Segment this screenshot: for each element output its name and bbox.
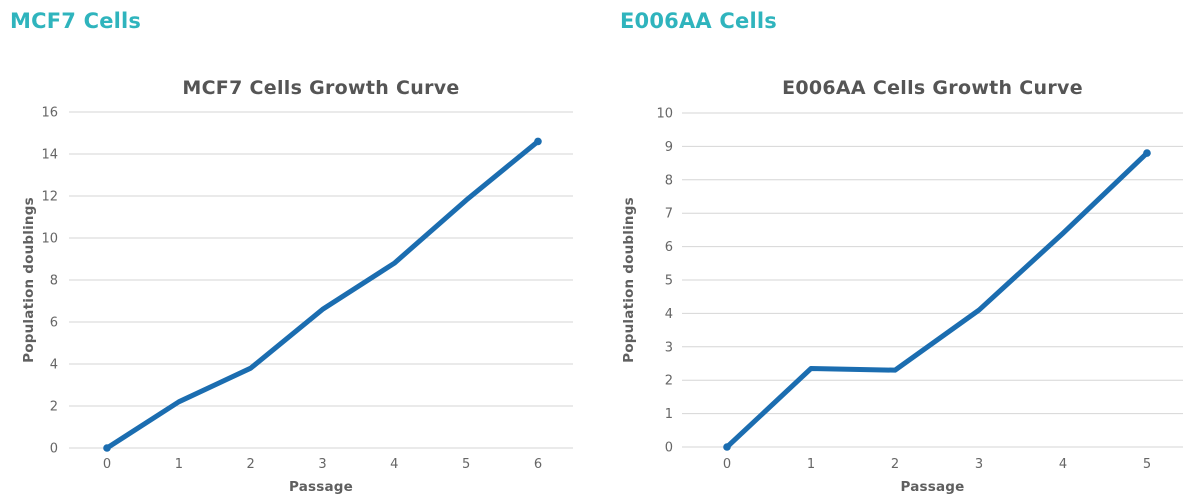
y-tick-label: 2 — [665, 374, 673, 389]
y-tick-label: 1 — [665, 407, 673, 422]
y-tick-label: 9 — [665, 140, 673, 155]
endpoint-marker — [534, 137, 542, 146]
section-header-mcf7: MCF7 Cells — [10, 9, 142, 33]
x-tick-label: 0 — [103, 457, 111, 472]
chart-title: MCF7 Cells Growth Curve — [182, 77, 459, 99]
y-tick-label: 4 — [50, 358, 58, 373]
x-tick-label: 0 — [723, 457, 731, 472]
x-tick-label: 4 — [1059, 457, 1067, 472]
x-axis-label: Passage — [900, 479, 964, 495]
y-tick-label: 0 — [50, 442, 58, 457]
y-tick-label: 2 — [50, 400, 58, 415]
y-tick-label: 6 — [665, 240, 673, 255]
x-tick-label: 6 — [534, 457, 542, 472]
series-line-MCF7 — [104, 138, 541, 451]
endpoint-marker — [1143, 149, 1151, 157]
x-tick-label: 1 — [175, 457, 183, 472]
y-tick-label: 8 — [665, 173, 673, 188]
panel-mcf7: MCF7 Cells 0 2 4 6 8 10 12 14 16 0 1 2 3 4 5 6 MCF7 Cell… — [0, 9, 600, 498]
x-tick-label: 5 — [1143, 457, 1151, 472]
panel-e006aa: E006AA Cells 0 1 2 3 4 5 6 7 8 9 10 0 1 2 3 4 5 E006AA Ce… — [600, 0, 1200, 498]
x-tick-label: 2 — [247, 457, 255, 472]
endpoint-marker — [103, 444, 111, 452]
y-tick-label: 6 — [50, 316, 58, 331]
chart-e006aa-growth-curve: 0 1 2 3 4 5 6 7 8 9 10 0 1 2 3 4 5 E006AA Cells Growth Cu… — [600, 68, 1200, 498]
x-tick-label: 3 — [975, 457, 983, 472]
x-tick-label: 1 — [807, 457, 815, 472]
endpoint-marker — [723, 443, 731, 451]
y-tick-label: 0 — [665, 441, 673, 456]
e006aa-line-chart: 0 1 2 3 4 5 6 7 8 9 10 0 1 2 3 4 5 E006AA Cells Growth Cu… — [621, 77, 1183, 495]
y-tick-label: 12 — [41, 190, 58, 205]
chart-title: E006AA Cells Growth Curve — [782, 77, 1083, 99]
y-tick-label: 10 — [656, 107, 673, 122]
y-tick-label: 5 — [665, 274, 673, 289]
x-tick-label: 4 — [390, 457, 398, 472]
x-axis-label: Passage — [289, 479, 353, 495]
x-tick-label: 3 — [318, 457, 326, 472]
y-tick-label: 8 — [50, 274, 58, 289]
series-line-E006AA — [724, 150, 1150, 450]
y-axis-label: Population doublings — [21, 197, 37, 363]
y-tick-label: 10 — [41, 232, 58, 247]
x-tick-label: 2 — [891, 457, 899, 472]
x-tick-label: 5 — [462, 457, 470, 472]
y-tick-label: 14 — [41, 148, 58, 163]
section-header-e006aa: E006AA Cells — [620, 9, 777, 33]
y-axis-label: Population doublings — [621, 197, 637, 363]
y-tick-label: 3 — [665, 340, 673, 355]
y-tick-label: 16 — [41, 106, 58, 121]
chart-mcf7-growth-curve: 0 2 4 6 8 10 12 14 16 0 1 2 3 4 5 6 MCF7 Cells Growth Cu… — [0, 68, 600, 498]
y-tick-label: 4 — [665, 307, 673, 322]
y-tick-label: 7 — [665, 207, 673, 222]
